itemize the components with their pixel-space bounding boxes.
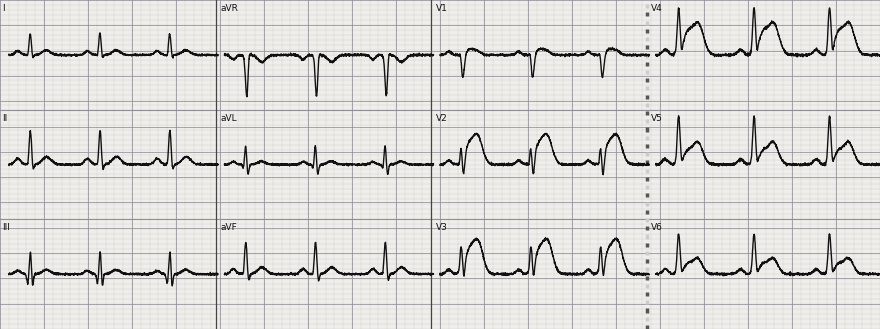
Text: aVR: aVR bbox=[220, 4, 238, 13]
Text: V1: V1 bbox=[436, 4, 447, 13]
Text: aVF: aVF bbox=[220, 223, 237, 232]
Text: V5: V5 bbox=[651, 114, 663, 122]
Text: V6: V6 bbox=[651, 223, 663, 232]
Text: III: III bbox=[2, 223, 10, 232]
Text: V4: V4 bbox=[651, 4, 663, 13]
Text: aVL: aVL bbox=[220, 114, 237, 122]
Text: V3: V3 bbox=[436, 223, 447, 232]
Text: V2: V2 bbox=[436, 114, 447, 122]
Text: II: II bbox=[2, 114, 7, 122]
Text: I: I bbox=[2, 4, 4, 13]
